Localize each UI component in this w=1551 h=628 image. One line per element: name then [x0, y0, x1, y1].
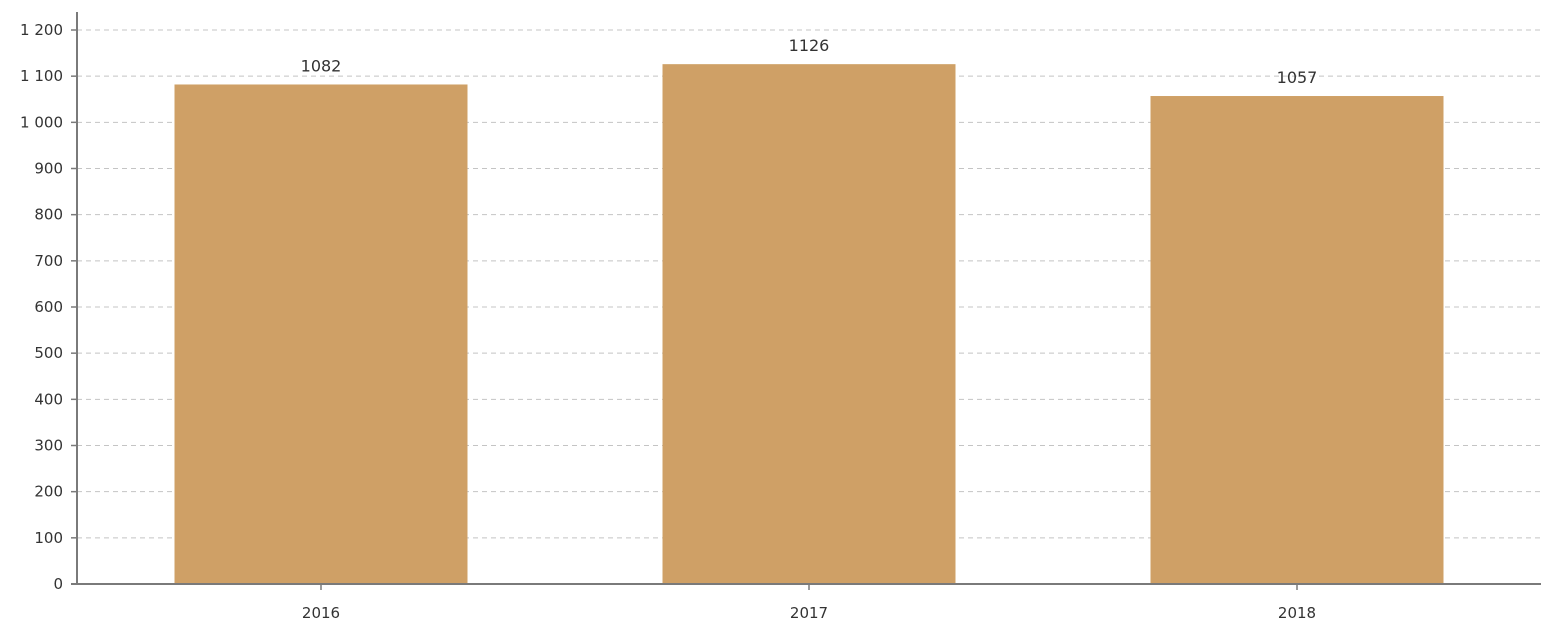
- x-tick-label: 2018: [1278, 604, 1316, 622]
- data-label-2017: 1126: [789, 36, 830, 55]
- y-axis: 0 100 200 300 400 500 600 700 800 900 1 000 1 100 1 …: [20, 12, 78, 593]
- data-label-2018: 1057: [1277, 68, 1318, 87]
- y-tick-label: 500: [34, 344, 63, 362]
- y-tick-label: 1 200: [20, 21, 63, 39]
- y-tick-label: 800: [34, 206, 63, 224]
- y-tick-label: 100: [34, 529, 63, 547]
- bar-2018: [1150, 96, 1444, 584]
- y-tick-label: 300: [34, 437, 63, 455]
- x-tick-label: 2017: [790, 604, 828, 622]
- y-tick-label: 400: [34, 390, 63, 408]
- x-axis: 2016 2017 2018: [71, 583, 1541, 622]
- y-tick-label: 0: [53, 575, 63, 593]
- y-tick-label: 900: [34, 160, 63, 178]
- y-tick-label: 700: [34, 252, 63, 270]
- y-tick-label: 600: [34, 298, 63, 316]
- data-labels: 1082 1126 1057: [301, 36, 1318, 87]
- y-tick-label: 1 000: [20, 113, 63, 131]
- bar-2016: [174, 84, 468, 584]
- y-tick-label: 200: [34, 483, 63, 501]
- bars: [174, 64, 1444, 584]
- y-tick-label: 1 100: [20, 67, 63, 85]
- bar-2017: [662, 64, 956, 584]
- data-label-2016: 1082: [301, 56, 342, 75]
- x-tick-label: 2016: [302, 604, 340, 622]
